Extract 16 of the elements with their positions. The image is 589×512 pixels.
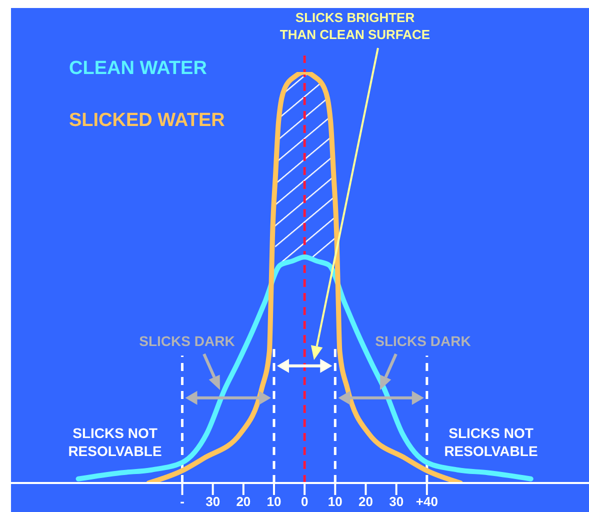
x-tick-label: +40	[416, 494, 438, 510]
annotation: SLICKS DARK	[139, 333, 235, 349]
x-tick-label: 10	[328, 494, 342, 510]
x-tick-label: 30	[389, 494, 404, 510]
x-tick-label: 0	[300, 494, 308, 510]
x-tick-label: 20	[358, 494, 373, 510]
text: SLICKS BRIGHTER THAN CLEAN SURFACE	[280, 10, 430, 42]
x-tick-label: 20	[236, 494, 251, 510]
annotation: SLICKS NOT RESOLVABLE	[444, 425, 538, 459]
x-tick-label: 30	[206, 494, 220, 510]
x-tick-label: -	[180, 494, 184, 510]
annotation: SLICKS NOT RESOLVABLE	[68, 425, 162, 459]
x-tick-label: 10	[266, 494, 282, 510]
text: SLICKED WATER	[69, 110, 225, 132]
text: CLEAN WATER	[69, 58, 208, 80]
annotation: SLICKS DARK	[375, 333, 471, 349]
